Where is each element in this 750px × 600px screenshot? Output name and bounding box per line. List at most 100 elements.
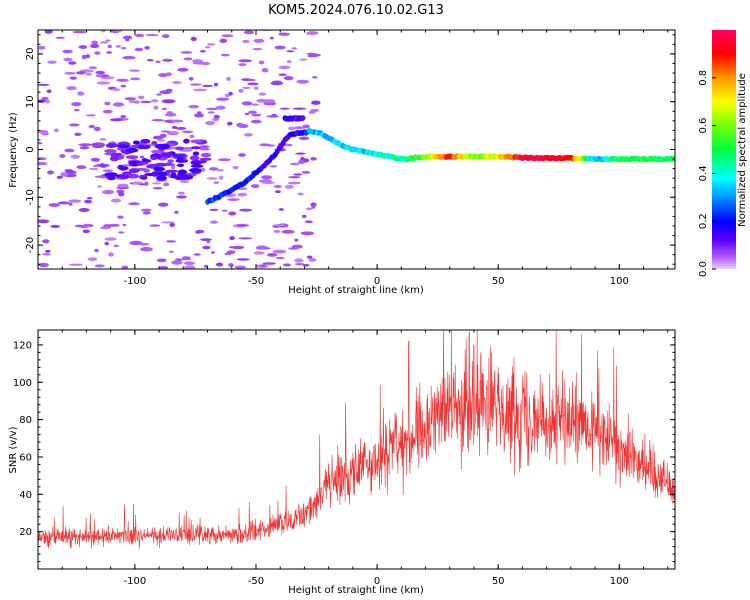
noise-blob: [308, 258, 317, 262]
noise-blob: [269, 165, 278, 168]
noise-blob: [200, 238, 212, 242]
noise-blob: [216, 97, 230, 101]
noise-blob: [190, 36, 197, 42]
noise-blob: [248, 110, 257, 114]
noise-blob: [183, 57, 193, 61]
cluster-blob: [140, 176, 148, 180]
noise-blob: [139, 155, 145, 159]
noise-blob: [130, 77, 141, 81]
colorbar-label: Normalized spectral amplitude: [737, 73, 748, 227]
noise-blob: [193, 253, 201, 256]
colorbar-tick-label: 0.0: [698, 261, 709, 277]
noise-blob: [94, 264, 105, 268]
noise-blob: [162, 58, 173, 62]
noise-blob: [116, 78, 129, 82]
noise-blob: [177, 67, 189, 72]
noise-blob: [124, 97, 137, 101]
noise-blob: [105, 39, 111, 42]
cluster-blob: [200, 152, 212, 158]
noise-blob: [221, 34, 234, 38]
noise-blob: [250, 119, 262, 124]
noise-blob: [256, 98, 267, 103]
noise-blob: [213, 82, 219, 87]
noise-blob: [237, 192, 248, 197]
noise-blob: [115, 45, 121, 48]
noise-blob: [291, 47, 297, 50]
noise-blob: [209, 208, 219, 211]
noise-blob: [69, 76, 77, 80]
noise-blob: [294, 263, 305, 266]
noise-blob: [188, 104, 199, 109]
noise-blob: [69, 123, 80, 127]
noise-blob: [78, 45, 88, 49]
noise-blob: [128, 202, 140, 206]
noise-blob: [219, 38, 228, 43]
noise-blob: [200, 50, 206, 53]
noise-blob: [291, 244, 303, 249]
cluster-blob: [151, 171, 159, 177]
snr-ylabel: SNR (v/v): [8, 426, 19, 473]
noise-blob: [174, 210, 179, 214]
noise-blob: [239, 208, 253, 212]
noise-blob: [59, 154, 66, 158]
noise-blob: [64, 148, 75, 153]
noise-blob: [91, 142, 106, 147]
noise-blob: [60, 172, 68, 177]
noise-blob: [158, 266, 169, 269]
noise-blob: [241, 86, 251, 89]
noise-blob: [85, 73, 92, 76]
y-tick-label: 40: [19, 490, 32, 501]
noise-blob: [152, 187, 163, 190]
noise-blob: [238, 237, 253, 240]
noise-blob: [102, 189, 115, 195]
cluster-blob: [192, 151, 200, 156]
noise-blob: [296, 79, 310, 84]
noise-blob: [228, 91, 233, 96]
noise-blob: [234, 265, 247, 269]
cluster-blob: [140, 161, 149, 165]
cluster-blob: [176, 156, 184, 163]
noise-blob: [217, 169, 224, 172]
noise-blob: [99, 41, 108, 44]
noise-blob: [68, 61, 77, 65]
noise-blob: [167, 159, 174, 163]
noise-blob: [189, 83, 202, 86]
x-tick-label: 50: [492, 576, 505, 587]
figure-title: KOM5.2024.076.10.02.G13: [268, 3, 444, 18]
noise-blob: [199, 145, 210, 148]
noise-blob: [287, 181, 301, 185]
noise-blob: [102, 169, 113, 172]
noise-blob: [221, 209, 228, 212]
spectrogram-ylabel: Frequency (Hz): [8, 112, 19, 188]
noise-blob: [309, 53, 321, 57]
y-tick-label: -10: [25, 189, 36, 205]
colorbar-gradient: [712, 30, 736, 269]
noise-blob: [111, 88, 121, 91]
noise-blob: [266, 144, 276, 147]
noise-blob: [44, 30, 53, 34]
y-tick-label: 100: [13, 378, 32, 389]
noise-blob: [278, 73, 287, 76]
noise-blob: [121, 265, 129, 269]
noise-blob: [312, 76, 318, 79]
noise-blob: [161, 34, 170, 38]
noise-blob: [122, 35, 133, 40]
noise-blob: [163, 182, 170, 187]
noise-blob: [238, 88, 244, 93]
cluster-blob: [190, 139, 203, 144]
noise-blob: [122, 56, 136, 60]
noise-blob: [104, 237, 117, 241]
noise-blob: [207, 111, 215, 114]
noise-blob: [48, 203, 61, 207]
noise-blob: [169, 222, 175, 227]
noise-blob: [94, 248, 99, 253]
noise-blob: [278, 65, 291, 70]
noise-blob: [145, 33, 159, 37]
noise-blob: [68, 199, 82, 203]
colorbar-tick-label: 0.8: [698, 70, 709, 86]
cluster-blob: [174, 146, 185, 151]
noise-blob: [194, 113, 204, 118]
colorbar: 0.0 0.2 0.4 0.6 0.8 Normalized spectral ampl…: [698, 30, 748, 277]
noise-blob: [90, 43, 100, 49]
cluster-blob: [153, 166, 166, 172]
